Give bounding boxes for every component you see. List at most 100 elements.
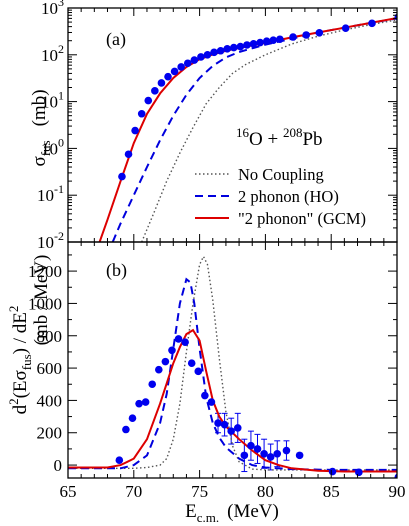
panel-a-data-point (230, 43, 238, 52)
panel-b-y-axis-sub: fus (19, 354, 34, 370)
panel-b-x-tick-label: 70 (125, 482, 142, 501)
panel-b-data-point (273, 449, 282, 458)
panel-b-data-point (253, 445, 262, 453)
panel-a-data-point (236, 42, 245, 51)
panel-a-data-point (269, 36, 278, 45)
panel-b-data-point (233, 424, 242, 432)
panel-b-data-point (282, 446, 291, 455)
panel-b-data-point (328, 467, 337, 476)
panel-b-y-tick-label: 1200 (28, 262, 62, 281)
panel-b-data-point (168, 346, 176, 355)
panel-a-data-point (223, 45, 232, 53)
panel-b-data-point (135, 399, 143, 408)
legend-label-no-coupling: No Coupling (238, 165, 324, 184)
panel-a-data-point (341, 24, 350, 33)
panel-a-curve-2-phonon-ho (111, 17, 397, 242)
panel-b-data-point (247, 441, 255, 450)
panel-b-data-point (155, 365, 163, 374)
panel-a-y-tick-label: 101 (41, 89, 64, 112)
panel-a-y-tick-exponent: 2 (58, 42, 64, 56)
panel-a-data-point (157, 79, 166, 87)
panel-b-y-axis-sup1: 2 (6, 398, 21, 405)
panel-b-data-point (122, 425, 130, 434)
panel-a-y-tick-base: 10 (41, 93, 58, 112)
panel-b-curves (68, 254, 397, 473)
panel-a-data-point (203, 51, 212, 59)
panel-a-data-point (289, 33, 297, 41)
panel-a-y-tick-label: 10-2 (37, 229, 64, 252)
panel-a-data-point (197, 53, 205, 61)
panel-a-data-point (256, 38, 264, 47)
panel-a-data-point (177, 63, 185, 71)
panel-a-data-point (394, 13, 397, 21)
panel-a-data-point (124, 150, 133, 159)
panel-a-y-tick-exponent: 0 (58, 135, 64, 149)
panel-a-data-point (137, 109, 146, 118)
panel-b-data-point (266, 453, 275, 461)
panel-a-y-tick-label: 10-1 (37, 182, 64, 205)
panel-b-y-tick-label: 600 (37, 359, 63, 378)
panel-b-curve-2-phonon-gcm (68, 328, 397, 473)
panel-b-data-point (148, 380, 157, 389)
panel-b-x-axis-title: Ec.m. (MeV) (185, 501, 279, 525)
legend: No Coupling 2 phonon (HO) "2 phonon" (GC… (195, 165, 366, 228)
legend-label-ho: 2 phonon (HO) (238, 187, 339, 206)
panel-b-curve-2-phonon-ho (68, 277, 397, 471)
panel-a-y-tick-base: 10 (41, 46, 58, 65)
legend-entry-ho: 2 phonon (HO) (195, 187, 339, 206)
panel-a-data-point (190, 56, 199, 64)
panel-a-data-point (118, 172, 126, 181)
panel-b-data-point (240, 451, 249, 460)
panel-b-y-axis-sup2: 2 (6, 306, 21, 313)
reaction-element-2: Pb (302, 129, 322, 150)
panel-a-y-tick-base: 10 (37, 233, 54, 252)
panel-a-markers (118, 13, 397, 181)
reaction-mass-2: 208 (283, 125, 303, 140)
panel-b-data-point (227, 427, 235, 435)
panel-a-y-axis-title: σfus (mb) (29, 89, 53, 166)
panel-a-y-tick-exponent: -2 (54, 229, 64, 243)
panel-b-data-point (201, 391, 209, 400)
panel-b-curve-no-coupling (68, 254, 397, 471)
panel-b-x-tick-labels: 65 70 75 80 85 90 (60, 482, 406, 501)
panel-b-y-tick-label: 1000 (28, 294, 62, 313)
panel-b-data-point (141, 398, 150, 406)
panel-a-data-point (183, 59, 192, 68)
panel-a-label: (a) (106, 29, 126, 50)
panel-b-data-point (355, 468, 363, 477)
panel-a-data-point (302, 31, 310, 39)
panel-a-data-point (144, 96, 153, 105)
panel-b-y-tick-labels: 0 200 400 600 800 1000 1200 (28, 262, 62, 475)
panel-b-data-point (394, 473, 397, 478)
panel-a-data-point (249, 39, 258, 48)
panel-a-y-tick-exponent: -1 (54, 182, 64, 196)
panel-a-data-point (315, 29, 324, 37)
panel-a-curve-no-coupling (141, 19, 397, 242)
panel-b-data-point (295, 451, 304, 460)
panel-b: (b) 0 200 400 600 800 1000 1200 65 70 75 80 85 90 d… (6, 241, 406, 525)
panel-b-markers (115, 335, 397, 478)
panel-a-data-point (368, 19, 376, 28)
panel-b-y-axis-e-sigma: (Eσ (10, 370, 31, 398)
legend-entry-gcm: "2 phonon" (GCM) (195, 209, 366, 228)
panel-a-data-point (170, 67, 179, 76)
panel-b-y-tick-label: 800 (37, 327, 63, 346)
panel-b-x-tick-label: 75 (191, 482, 208, 501)
reaction-mass-1: 16 (236, 125, 250, 140)
panel-b-data-point (220, 420, 229, 429)
panel-a-y-axis-unit: (mb) (29, 89, 50, 126)
panel-a-y-tick-exponent: 3 (58, 0, 64, 9)
panel-b-data-point (187, 359, 196, 368)
panel-a-data-point (151, 87, 159, 95)
panel-b-data-point (194, 367, 203, 376)
panel-b-y-axis-unit: (mb / MeV) (31, 255, 52, 346)
panel-b-data-point (115, 456, 124, 465)
panel-b-y-tick-label: 0 (54, 456, 63, 475)
legend-label-gcm: "2 phonon" (GCM) (238, 209, 366, 228)
panel-b-x-axis-subscript: c.m. (197, 510, 219, 525)
panel-b-x-axis-unit: (MeV) (227, 501, 279, 522)
panel-b-y-axis-de: ) / dE (10, 312, 31, 354)
panel-b-x-tick-label: 80 (257, 482, 274, 501)
